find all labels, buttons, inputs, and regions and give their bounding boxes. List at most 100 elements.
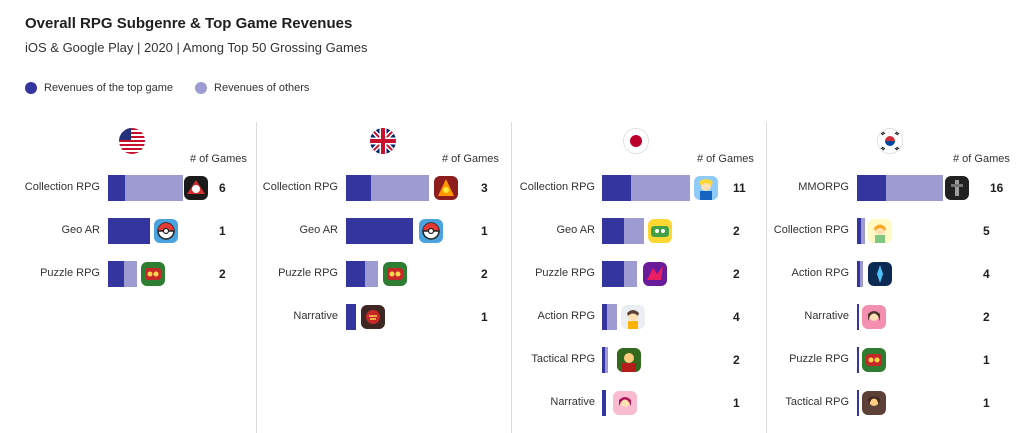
game-count: 5 [983, 224, 990, 238]
bar-top-game [857, 347, 859, 373]
bar-others [125, 175, 183, 201]
category-label: Tactical RPG [531, 353, 595, 365]
bar-top-game [346, 218, 413, 244]
bar-others [605, 347, 608, 373]
pokemon-go-icon [419, 219, 443, 243]
bar-others [365, 261, 378, 287]
game-count: 16 [990, 181, 1004, 195]
bar-others [861, 218, 865, 244]
bar-others [860, 261, 863, 287]
bar-top-game [602, 175, 631, 201]
puzzle-game-icon [141, 262, 165, 286]
bar-top-game [857, 218, 861, 244]
geo-game-icon [648, 219, 672, 243]
game-count: 1 [983, 396, 990, 410]
game-count: 6 [219, 181, 226, 195]
category-label: Puzzle RPG [278, 267, 338, 279]
lineage-icon [945, 176, 969, 200]
bar-row: Collection RPG 3 [256, 174, 511, 202]
category-label: Collection RPG [262, 181, 338, 193]
bar-row: Action RPG 4 [766, 260, 1024, 288]
category-label: Puzzle RPG [40, 267, 100, 279]
panel-uk: # of Games Collection RPG 3 Geo AR 1 Puz… [256, 122, 511, 433]
bar-others [624, 218, 644, 244]
bar-top-game [857, 390, 859, 416]
bar-row: Geo AR 1 [0, 217, 256, 245]
legend-item-others: Revenues of others [195, 82, 309, 94]
narrative-game-icon [613, 391, 637, 415]
game-count: 4 [983, 267, 990, 281]
panel-us: # of Games Collection RPG 6 Geo AR 1 Puz… [0, 122, 256, 433]
action-game-icon [868, 262, 892, 286]
bar-others [886, 175, 943, 201]
category-label: Collection RPG [519, 181, 595, 193]
bar-others [124, 261, 137, 287]
game-count: 2 [733, 224, 740, 238]
games-count-header: # of Games [953, 153, 1010, 165]
category-label: Action RPG [791, 267, 849, 279]
bar-others [371, 175, 429, 201]
games-count-header: # of Games [190, 153, 247, 165]
legend-swatch-top [25, 82, 37, 94]
bar-row: Narrative 1 [256, 303, 511, 331]
bar-row: Collection RPG 5 [766, 217, 1024, 245]
game-count: 2 [733, 353, 740, 367]
bar-top-game [108, 261, 124, 287]
category-label: Collection RPG [773, 224, 849, 236]
game-count: 1 [481, 310, 488, 324]
harry-potter-icon [361, 305, 385, 329]
game-count: 1 [983, 353, 990, 367]
legend: Revenues of the top game Revenues of oth… [25, 82, 331, 94]
bar-row: Narrative 1 [511, 389, 766, 417]
bar-top-game [857, 304, 859, 330]
legend-label-top: Revenues of the top game [44, 82, 174, 94]
game-count: 1 [733, 396, 740, 410]
bar-row: Puzzle RPG 2 [0, 260, 256, 288]
tactical-game-icon [617, 348, 641, 372]
puzzle-game-icon [383, 262, 407, 286]
category-label: Geo AR [299, 224, 338, 236]
us-flag-icon [119, 128, 145, 154]
puzzle-game-icon [862, 348, 886, 372]
game-count: 2 [481, 267, 488, 281]
marvel-game-icon [184, 176, 208, 200]
bar-top-game [346, 261, 365, 287]
category-label: Tactical RPG [785, 396, 849, 408]
bar-others [607, 304, 617, 330]
bar-row: Geo AR 2 [511, 217, 766, 245]
games-count-header: # of Games [697, 153, 754, 165]
category-label: Geo AR [556, 224, 595, 236]
bar-row: MMORPG 16 [766, 174, 1024, 202]
panel-japan: # of Games Collection RPG 11 Geo AR 2 Pu… [511, 122, 766, 433]
pokemon-go-icon [154, 219, 178, 243]
uk-flag-icon [370, 128, 396, 154]
category-label: Narrative [293, 310, 338, 322]
category-label: Narrative [804, 310, 849, 322]
game-count: 1 [219, 224, 226, 238]
bar-top-game [108, 218, 150, 244]
narrative-game-icon [862, 305, 886, 329]
collection-game-icon [868, 219, 892, 243]
category-label: Narrative [550, 396, 595, 408]
chart-subtitle: iOS & Google Play | 2020 | Among Top 50 … [25, 40, 368, 55]
game-count: 2 [733, 267, 740, 281]
bar-top-game [346, 304, 356, 330]
bar-others [624, 261, 637, 287]
game-count: 4 [733, 310, 740, 324]
panel-korea: # of Games MMORPG 16 Collection RPG 5 Ac… [766, 122, 1024, 433]
panel-divider [766, 122, 767, 433]
bar-top-game [602, 261, 624, 287]
game-count: 2 [983, 310, 990, 324]
bar-row: Puzzle RPG 2 [256, 260, 511, 288]
tactical-game-icon [862, 391, 886, 415]
chart-title: Overall RPG Subgenre & Top Game Revenues [25, 15, 353, 32]
bar-top-game [602, 304, 607, 330]
bar-top-game [108, 175, 125, 201]
bar-top-game [857, 261, 860, 287]
game-count: 1 [481, 224, 488, 238]
bar-row: Collection RPG 11 [511, 174, 766, 202]
japan-flag-icon [623, 128, 649, 154]
bar-others [631, 175, 690, 201]
genshin-icon [621, 305, 645, 329]
game-count: 2 [219, 267, 226, 281]
